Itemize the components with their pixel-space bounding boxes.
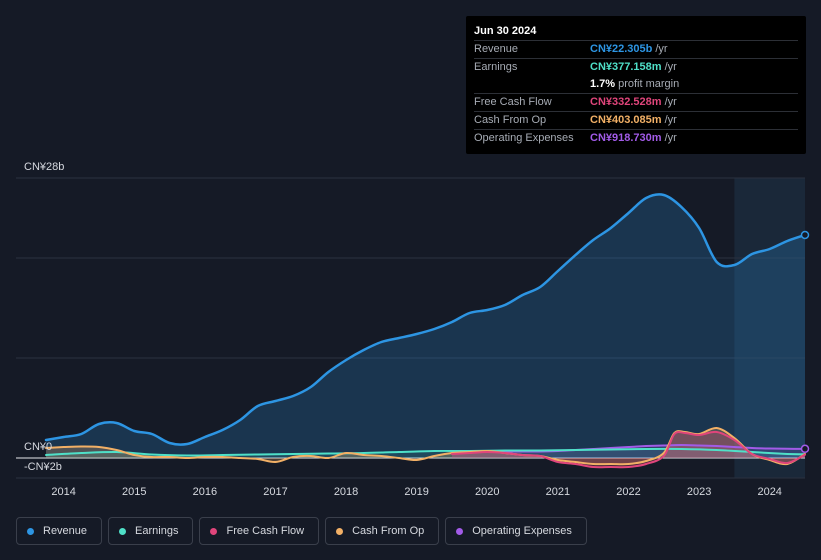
line-earnings [45, 447, 806, 457]
line-fcf [451, 430, 806, 469]
tooltip-margin-value: 1.7% [590, 78, 616, 90]
legend-item-revenue[interactable]: Revenue [16, 517, 103, 545]
x-label-2022: 2022 [616, 486, 640, 498]
highlight-band [734, 178, 805, 478]
legend-item-earnings[interactable]: Earnings [108, 517, 194, 545]
x-label-2016: 2016 [193, 486, 217, 498]
area-opex [452, 445, 805, 458]
x-label-2015: 2015 [122, 486, 146, 498]
line-revenue [44, 193, 807, 446]
x-label-2023: 2023 [687, 486, 711, 498]
x-label-2021: 2021 [546, 486, 570, 498]
legend-dot-fcf-icon [210, 527, 218, 535]
tooltip-cfo-value: CN¥403.085m [590, 114, 662, 126]
tooltip-cfo-unit: /yr [664, 114, 677, 126]
tooltip-opex-unit: /yr [664, 132, 677, 144]
marker-revenue [800, 230, 810, 240]
legend-item-opex[interactable]: Operating Expenses [445, 517, 587, 545]
tooltip-date: Jun 30 2024 [474, 25, 537, 37]
y-axis-labels: CN¥28b CN¥0 -CN¥2b [24, 161, 64, 473]
tooltip-revenue-unit: /yr [655, 43, 668, 55]
x-label-2019: 2019 [404, 486, 428, 498]
tooltip-row-revenue: Revenue CN¥22.305b /yr [474, 40, 798, 58]
tooltip-row-opex: Operating Expenses CN¥918.730m /yr [474, 129, 798, 147]
tooltip-earnings-label: Earnings [474, 61, 518, 73]
tooltip-fcf-unit: /yr [664, 96, 677, 108]
end-markers [800, 230, 810, 454]
legend-item-cfo[interactable]: Cash From Op [325, 517, 440, 545]
legend-label-earnings: Earnings [135, 525, 179, 537]
tooltip-fcf-label: Free Cash Flow [474, 96, 552, 108]
legend-dot-revenue-icon [27, 527, 34, 535]
legend: Revenue Earnings Free Cash Flow Cash Fro… [16, 517, 587, 545]
y-label-2: -CN¥2b [24, 461, 62, 473]
y-label-1: CN¥0 [24, 441, 52, 453]
legend-label-opex: Operating Expenses [472, 525, 572, 537]
tooltip-fcf-value: CN¥332.528m [590, 96, 662, 108]
marker-opex [800, 444, 810, 454]
tooltip-revenue-label: Revenue [474, 43, 519, 55]
tooltip-row-fcf: Free Cash Flow CN¥332.528m /yr [474, 93, 798, 111]
tooltip-opex-value: CN¥918.730m [590, 132, 662, 144]
tooltip-row-earnings: Earnings CN¥377.158m /yr [474, 58, 798, 76]
gridlines [16, 177, 805, 479]
legend-dot-cfo-icon [336, 527, 344, 535]
tooltip-earnings-value: CN¥377.158m [590, 61, 662, 73]
line-opex [451, 444, 806, 453]
tooltip-opex-label: Operating Expenses [474, 132, 574, 144]
legend-label-fcf: Free Cash Flow [226, 525, 305, 537]
tooltip-row-cfo: Cash From Op CN¥403.085m /yr [474, 111, 798, 129]
tooltip-margin-label: profit margin [618, 78, 680, 90]
area-fcf [452, 431, 805, 468]
x-label-2024: 2024 [757, 486, 781, 498]
legend-label-revenue: Revenue [43, 525, 88, 537]
tooltip-cfo-label: Cash From Op [474, 114, 547, 126]
legend-dot-earnings-icon [119, 527, 127, 535]
tooltip-panel: Jun 30 2024 Revenue CN¥22.305b /yr Earni… [466, 16, 806, 154]
x-label-2020: 2020 [475, 486, 499, 498]
x-label-2014: 2014 [51, 486, 75, 498]
legend-label-cfo: Cash From Op [352, 525, 425, 537]
legend-item-fcf[interactable]: Free Cash Flow [199, 517, 320, 545]
x-axis-labels: 2014 2015 2016 2017 2018 2019 2020 2021 2022 2023… [51, 486, 782, 498]
series-lines [44, 193, 807, 469]
legend-dot-opex-icon [456, 527, 464, 535]
x-label-2017: 2017 [263, 486, 287, 498]
tooltip-revenue-value: CN¥22.305b [590, 43, 653, 55]
tooltip-earnings-unit: /yr [664, 61, 677, 73]
area-revenue [46, 194, 805, 458]
y-label-0: CN¥28b [24, 161, 64, 173]
tooltip-row-margin: 1.7% profit margin [474, 76, 798, 93]
x-label-2018: 2018 [334, 486, 358, 498]
